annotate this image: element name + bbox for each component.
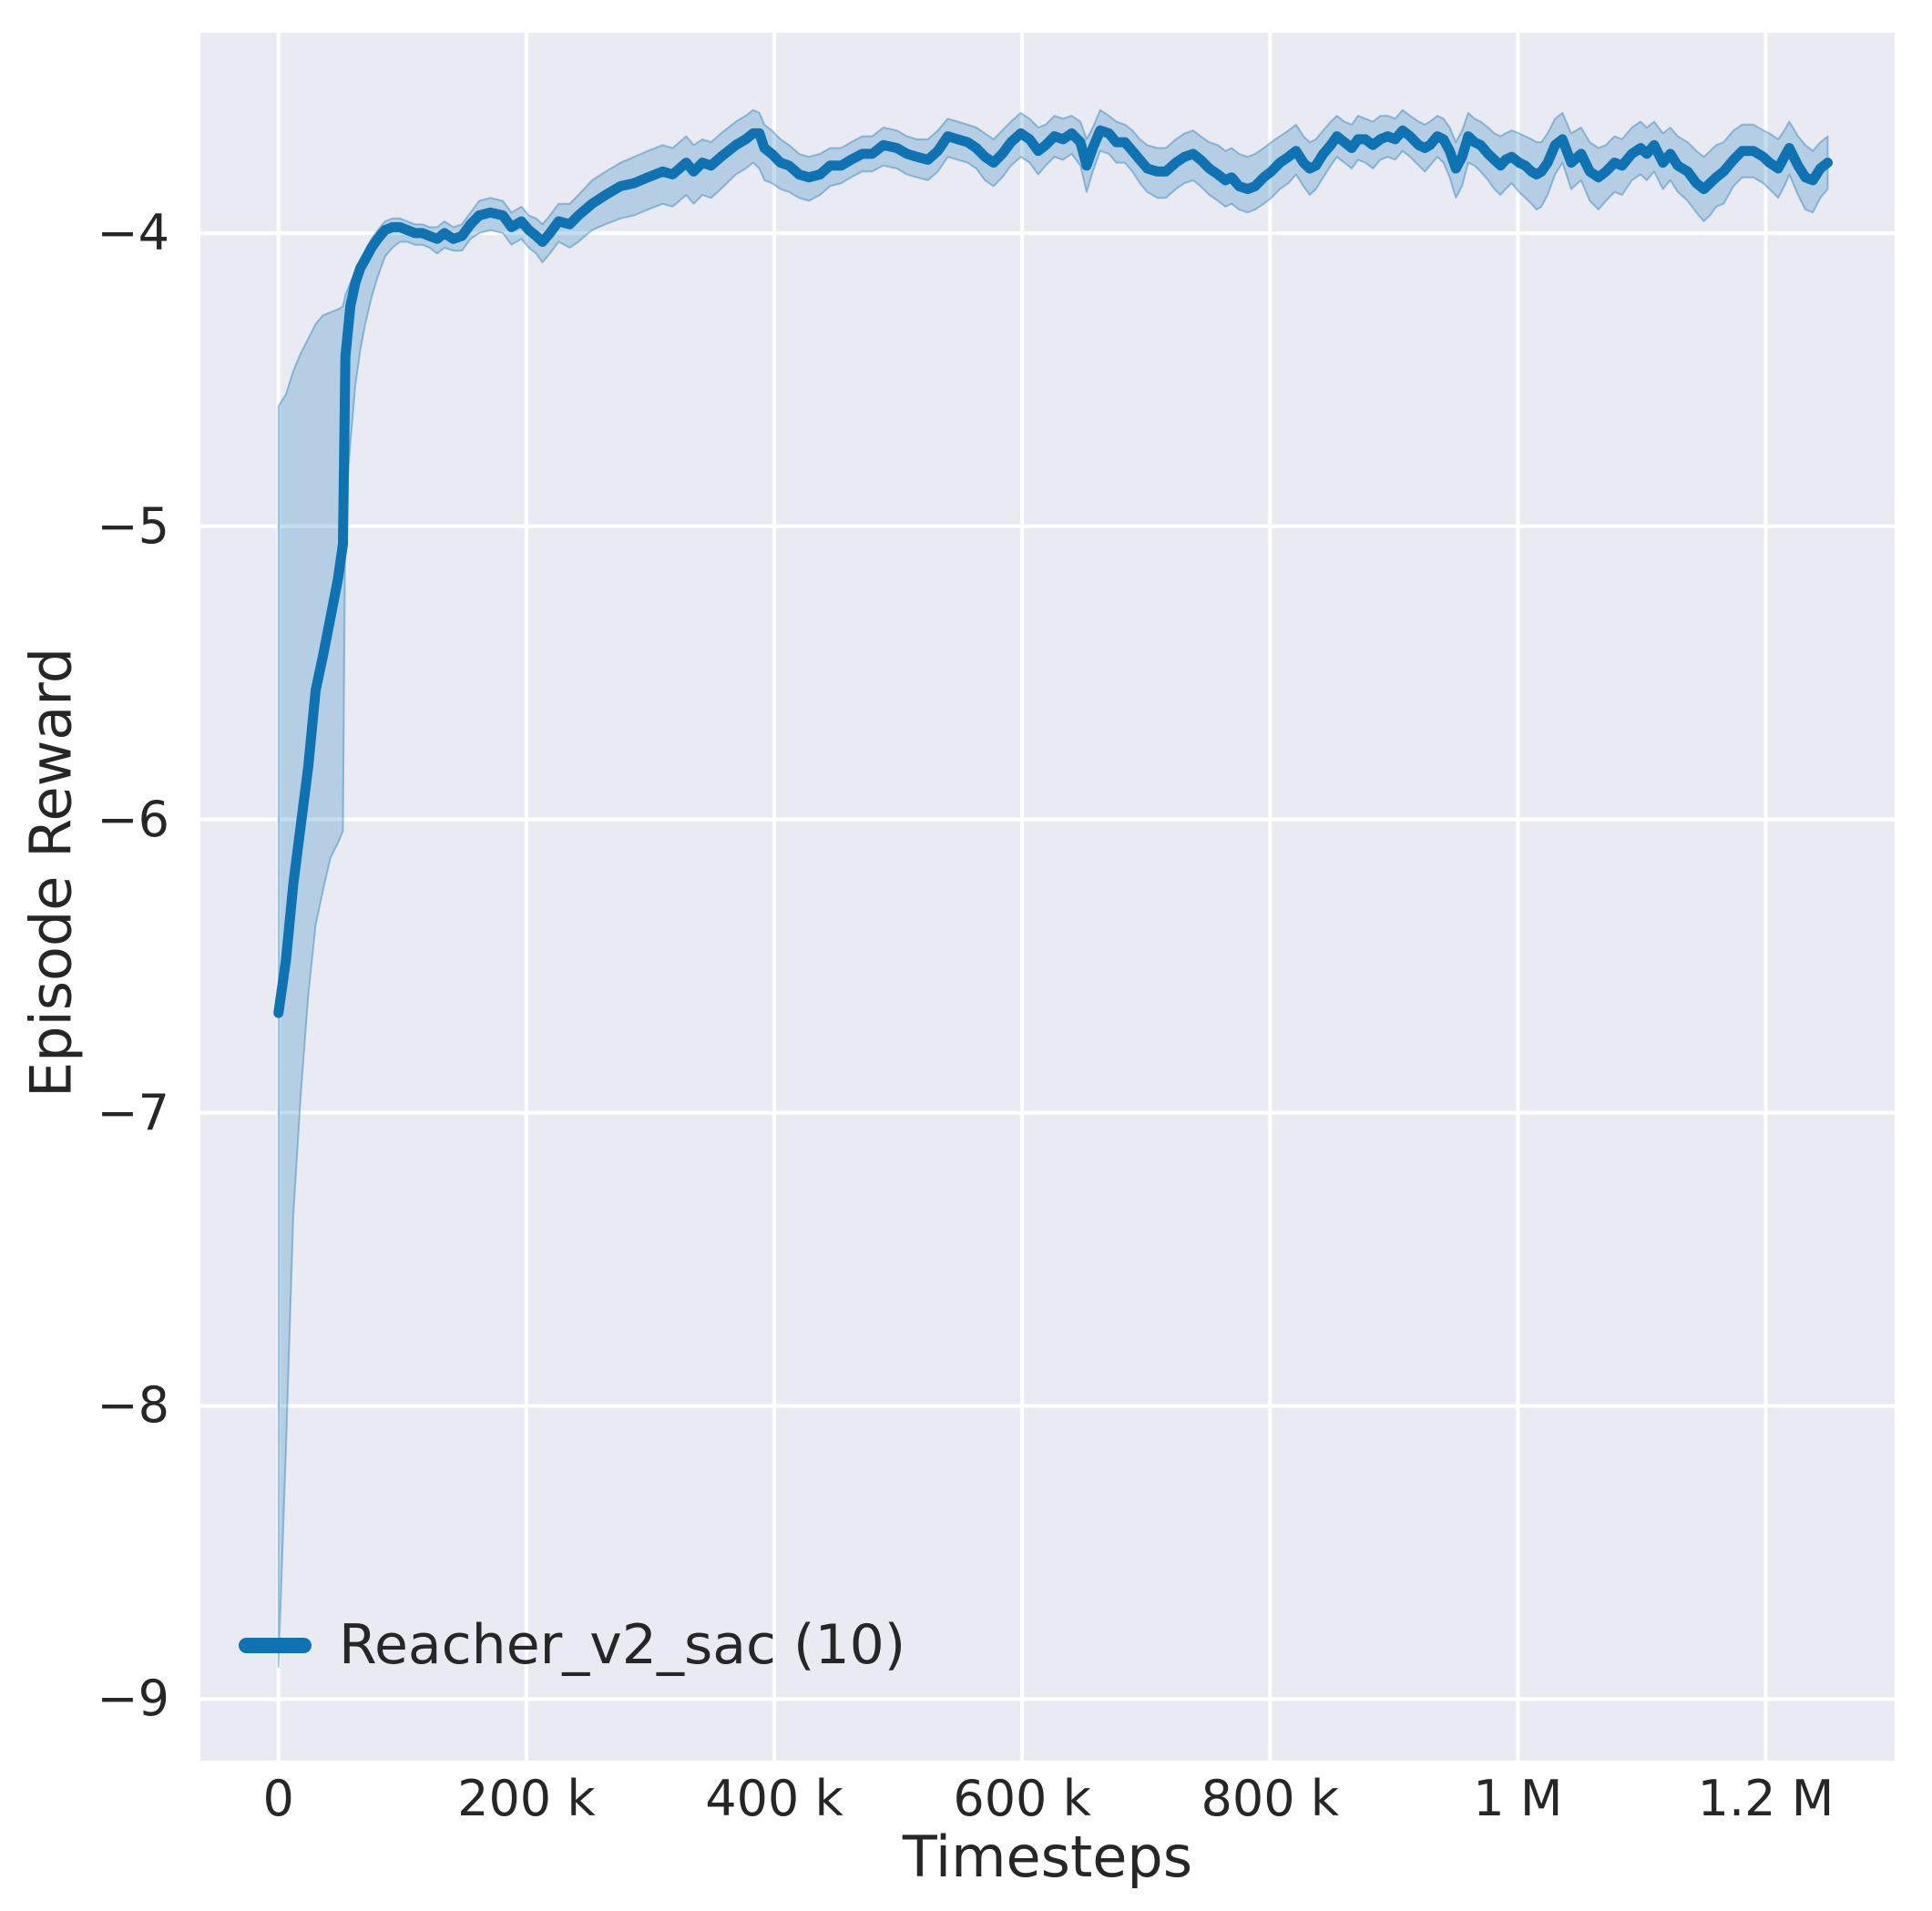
legend: Reacher_v2_sac (10) bbox=[239, 1613, 906, 1677]
x-tick-label: 400 k bbox=[705, 1770, 843, 1827]
x-tick-label: 1.2 M bbox=[1697, 1770, 1835, 1827]
x-tick-label: 0 bbox=[262, 1770, 294, 1827]
x-tick-label: 200 k bbox=[457, 1770, 596, 1827]
legend-line-swatch bbox=[239, 1637, 312, 1653]
plot-area bbox=[200, 33, 1895, 1761]
x-tick-label: 800 k bbox=[1201, 1770, 1339, 1827]
y-tick-label: −4 bbox=[97, 203, 169, 261]
y-tick-label: −7 bbox=[97, 1083, 169, 1141]
y-tick-label: −6 bbox=[97, 790, 169, 848]
chart-canvas bbox=[200, 33, 1895, 1761]
x-tick-label: 600 k bbox=[953, 1770, 1091, 1827]
confidence-band bbox=[277, 108, 1829, 1668]
legend-label: Reacher_v2_sac (10) bbox=[339, 1613, 906, 1677]
y-axis-title: Episode Reward bbox=[17, 647, 85, 1099]
y-tick-label: −9 bbox=[97, 1670, 169, 1728]
mean-reward-line bbox=[273, 125, 1833, 1018]
y-tick-label: −8 bbox=[97, 1376, 169, 1435]
x-axis-title: Timesteps bbox=[902, 1824, 1193, 1890]
x-tick-label: 1 M bbox=[1473, 1770, 1563, 1827]
y-tick-label: −5 bbox=[97, 496, 169, 555]
